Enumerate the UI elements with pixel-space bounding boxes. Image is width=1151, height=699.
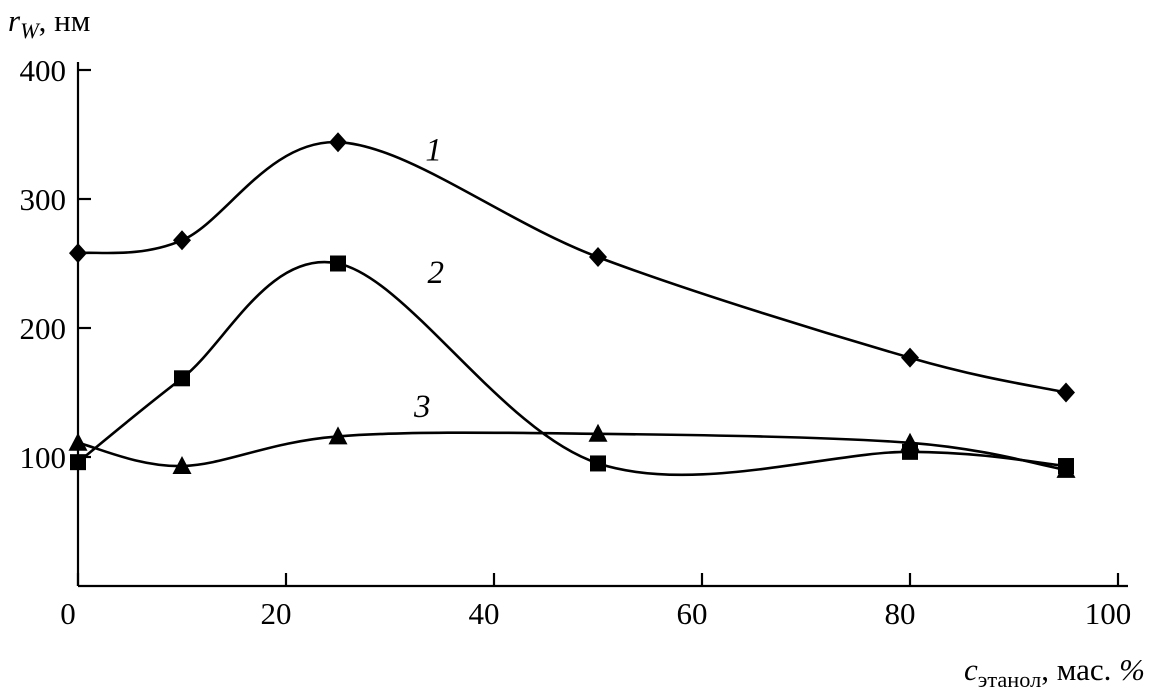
marker-square-series-2 [174, 370, 190, 387]
marker-diamond-series-1 [173, 230, 191, 251]
marker-square-series-2 [70, 454, 86, 471]
series-curve-1 [76, 140, 1068, 394]
series-label-2: 2 [428, 255, 445, 291]
marker-diamond-series-1 [1057, 382, 1075, 403]
y-axis-unit: , нм [38, 3, 91, 38]
marker-diamond-series-1 [589, 247, 607, 268]
marker-triangle-series-3 [68, 432, 88, 451]
y-tick-label: 200 [20, 311, 67, 346]
x-axis-unit: , мас. [1041, 652, 1120, 688]
marker-triangle-series-3 [900, 432, 920, 451]
marker-square-series-2 [590, 455, 606, 472]
x-tick-label: 80 [885, 596, 916, 631]
y-axis-variable: r [8, 3, 21, 38]
x-tick-label: 100 [1085, 596, 1132, 631]
marker-diamond-series-1 [901, 347, 919, 368]
marker-triangle-series-3 [588, 423, 608, 442]
x-tick-label: 0 [60, 596, 76, 631]
marker-diamond-series-1 [329, 132, 347, 153]
x-axis-title: cэтанол, мас. % [964, 653, 1145, 693]
marker-triangle-series-3 [1056, 459, 1076, 478]
marker-triangle-series-3 [172, 456, 192, 475]
y-axis-subscript: W [20, 18, 39, 44]
y-axis-title: rW, нм [8, 3, 91, 44]
x-tick-label: 20 [261, 596, 292, 631]
y-tick-label: 300 [20, 182, 67, 217]
x-axis-percent-sign: % [1119, 652, 1145, 688]
series-label-3: 3 [413, 389, 431, 425]
x-tick-label: 40 [469, 596, 500, 631]
marker-triangle-series-3 [328, 426, 348, 445]
series-label-1: 1 [425, 132, 442, 168]
x-axis-variable: c [964, 652, 978, 688]
y-tick-label: 400 [20, 53, 67, 88]
x-tick-label: 60 [677, 596, 708, 631]
marker-diamond-series-1 [69, 243, 87, 264]
marker-square-series-2 [330, 255, 346, 272]
y-tick-label: 100 [20, 440, 67, 475]
x-axis-subscript: этанол [977, 667, 1042, 693]
